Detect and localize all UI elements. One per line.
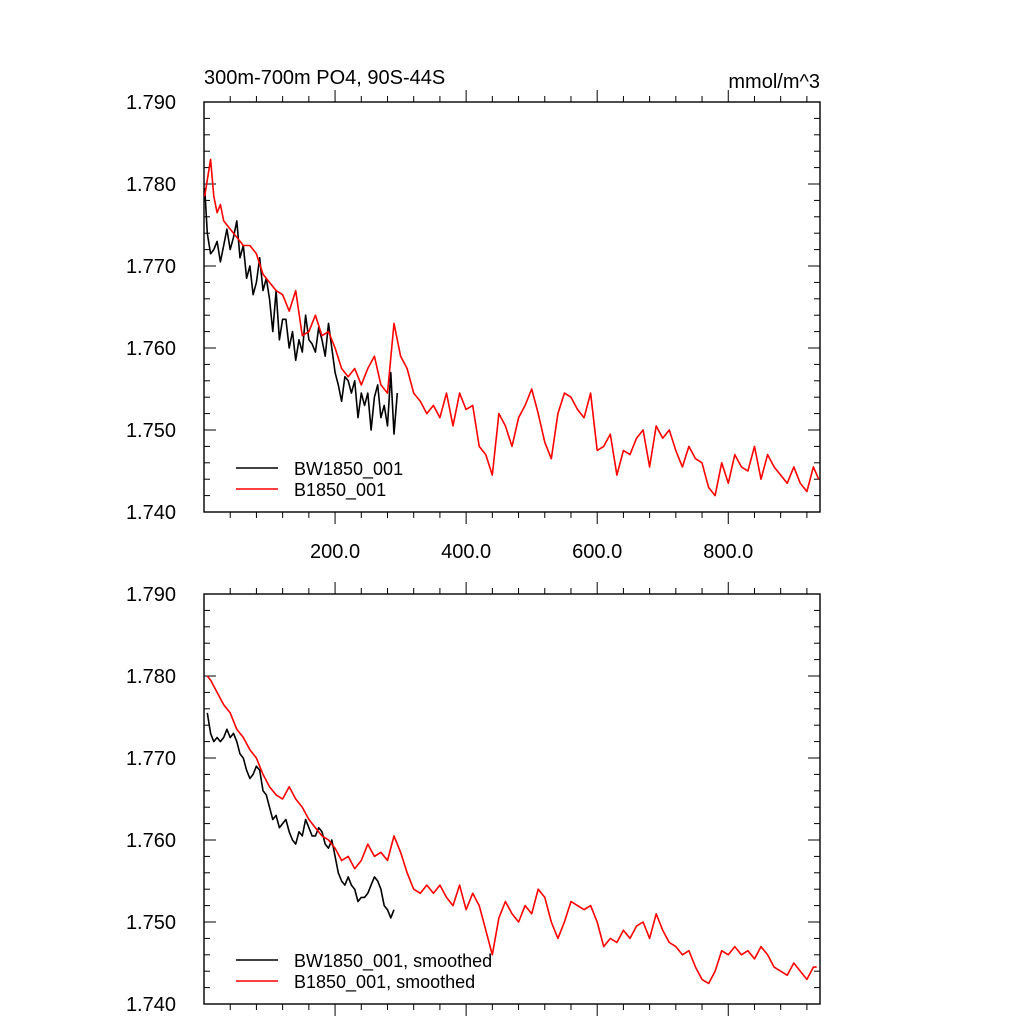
legend-label: B1850_001 — [294, 480, 386, 501]
legend-label: BW1850_001 — [294, 459, 403, 480]
legend-label: B1850_001, smoothed — [294, 972, 475, 993]
y-tick-label: 1.740 — [126, 994, 176, 1016]
plot-frame — [203, 593, 821, 1005]
series-line-bw1850-001 — [203, 188, 399, 435]
y-tick-label: 1.770 — [126, 256, 176, 278]
y-tick-label: 1.790 — [126, 92, 176, 114]
y-tick-label: 1.780 — [126, 174, 176, 196]
y-tick-label: 1.790 — [126, 584, 176, 606]
y-tick-label: 1.760 — [126, 830, 176, 852]
bottom-panel: 1.790 1.780 1.770 1.760 1.750 1.740 BW1850_001… — [126, 582, 821, 1016]
series-line-bw1850-001 — [206, 712, 395, 919]
y-tick-label: 1.740 — [126, 502, 176, 524]
chart-title: 300m-700m PO4, 90S-44S — [204, 67, 445, 89]
legend-label: BW1850_001, smoothed — [294, 951, 492, 972]
y-tick-label: 1.780 — [126, 666, 176, 688]
series-line-b1850-001 — [206, 675, 817, 985]
plot-frame — [203, 101, 821, 513]
y-tick-label: 1.760 — [126, 338, 176, 360]
x-tick-label: 400.0 — [441, 541, 491, 563]
x-tick-label: 600.0 — [572, 541, 622, 563]
x-tick-label: 200.0 — [310, 541, 360, 563]
y-tick-label: 1.750 — [126, 420, 176, 442]
y-tick-label: 1.750 — [126, 912, 176, 934]
top-panel: 1.790 1.780 1.770 1.760 1.750 1.740 200.0 400.0… — [126, 90, 821, 563]
series-line-b1850-001 — [203, 158, 820, 497]
units-label: mmol/m^3 — [728, 71, 820, 93]
x-tick-label: 800.0 — [703, 541, 753, 563]
y-tick-label: 1.770 — [126, 748, 176, 770]
